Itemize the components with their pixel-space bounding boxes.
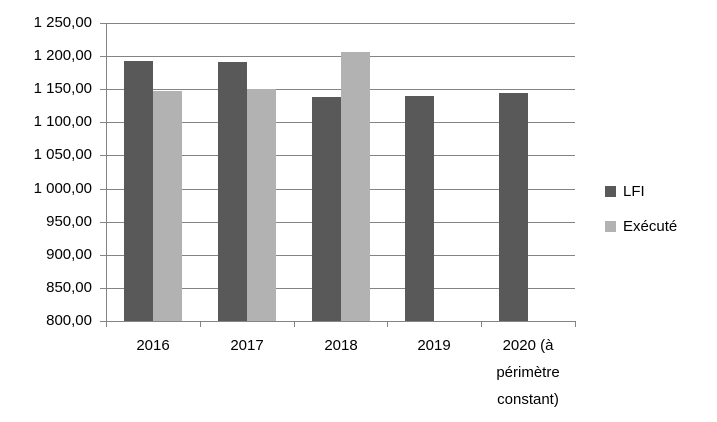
y-tick-label: 1 000,00 — [33, 180, 92, 197]
y-tick-label: 1 200,00 — [33, 47, 92, 64]
gridline — [106, 321, 575, 322]
legend-item-execute: Exécuté — [605, 216, 677, 236]
y-tick-label: 900,00 — [46, 246, 92, 263]
plot-area — [100, 23, 576, 327]
x-axis-tick — [200, 321, 201, 327]
gridline — [106, 56, 575, 57]
x-axis-tick — [481, 321, 482, 327]
legend-label-execute: Exécuté — [623, 217, 678, 235]
x-axis-tick — [106, 321, 107, 327]
y-tick-label: 1 050,00 — [33, 146, 92, 163]
y-axis-tick — [100, 255, 106, 256]
y-axis-tick — [100, 23, 106, 24]
legend-label-lfi: LFI — [623, 182, 645, 200]
legend-swatch-lfi — [605, 185, 616, 197]
y-axis-tick — [100, 122, 106, 123]
y-axis-tick — [100, 89, 106, 90]
x-axis-label-2020: 2020 (à périmètre constant) — [496, 337, 560, 408]
bar-lfi-2018 — [312, 97, 341, 321]
legend-item-lfi: LFI — [605, 181, 677, 201]
bar-lfi-2019 — [405, 96, 434, 321]
x-axis-tick — [575, 321, 576, 327]
x-axis-label-2019: 2019 — [417, 337, 451, 354]
y-tick-label: 1 150,00 — [33, 80, 92, 97]
y-axis-line — [106, 23, 107, 321]
bar-lfi-2020 — [499, 93, 528, 321]
bar-exécuté-2018 — [341, 52, 370, 321]
legend: LFI Exécuté — [605, 181, 677, 251]
y-axis-tick — [100, 288, 106, 289]
y-tick-label: 1 250,00 — [33, 14, 92, 31]
x-axis-label-2018: 2018 — [324, 337, 358, 354]
x-axis-tick — [387, 321, 388, 327]
bar-exécuté-2017 — [247, 89, 276, 321]
y-axis-tick — [100, 222, 106, 223]
y-tick-label: 1 100,00 — [33, 113, 92, 130]
bar-lfi-2017 — [218, 62, 247, 321]
y-tick-label: 800,00 — [46, 312, 92, 329]
legend-swatch-execute — [605, 220, 616, 232]
x-axis-label-2016: 2016 — [136, 337, 170, 354]
x-axis-label-2017: 2017 — [230, 337, 264, 354]
y-axis-tick — [100, 155, 106, 156]
gridline — [106, 89, 575, 90]
y-tick-label: 950,00 — [46, 213, 92, 230]
y-tick-label: 850,00 — [46, 279, 92, 296]
gridline — [106, 23, 575, 24]
y-axis-tick — [100, 56, 106, 57]
bar-lfi-2016 — [124, 61, 153, 321]
y-axis-tick — [100, 321, 106, 322]
y-axis-tick — [100, 189, 106, 190]
bar-exécuté-2016 — [153, 91, 182, 321]
x-axis-tick — [294, 321, 295, 327]
